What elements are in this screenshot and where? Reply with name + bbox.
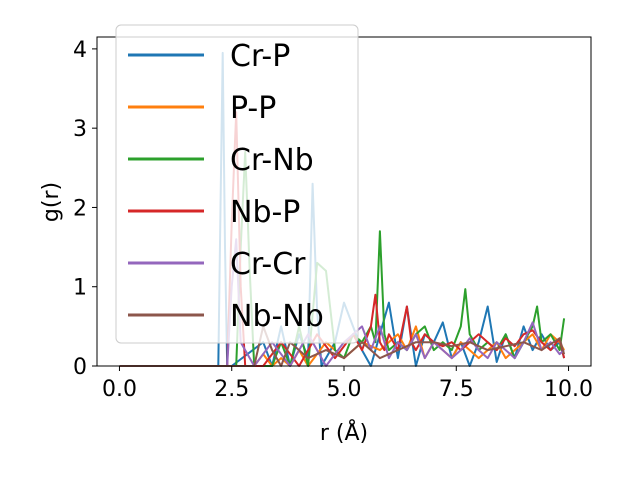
- legend: Cr-P P-P Cr-Nb Nb-P Cr-Cr Nb-Nb: [115, 24, 359, 344]
- x-tick-label: 10.0: [544, 377, 593, 402]
- legend-label: Nb-Nb: [230, 299, 324, 334]
- series-line-cr-cr: [119, 238, 565, 367]
- x-tick-label: 2.5: [214, 377, 249, 402]
- series-line-nb-p: [119, 111, 566, 367]
- y-tick-label: 4: [73, 38, 87, 63]
- series-line-nb-nb: [119, 325, 566, 367]
- y-tick-label: 1: [73, 276, 87, 301]
- legend-label: Cr-P: [230, 39, 290, 74]
- series-layer: [119, 51, 566, 367]
- y-tick-label: 3: [73, 117, 87, 142]
- legend-label: Nb-P: [230, 195, 300, 230]
- series-line-cr-nb: [119, 151, 566, 367]
- y-tick-label: 2: [73, 196, 87, 221]
- x-tick-label: 0.0: [102, 377, 137, 402]
- legend-label: Cr-Nb: [230, 143, 314, 178]
- x-tick-label: 7.5: [439, 377, 474, 402]
- legend-label: Cr-Cr: [230, 247, 306, 282]
- y-axis-ticks: 0 1 2 3 4: [73, 38, 97, 380]
- x-tick-label: 5.0: [327, 377, 362, 402]
- y-tick-label: 0: [73, 355, 87, 380]
- legend-label: P-P: [230, 91, 276, 126]
- x-axis-ticks: 0.0 2.5 5.0 7.5 10.0: [102, 366, 593, 402]
- y-axis-label: g(r): [39, 182, 64, 222]
- x-axis-label: r (Å): [320, 419, 368, 446]
